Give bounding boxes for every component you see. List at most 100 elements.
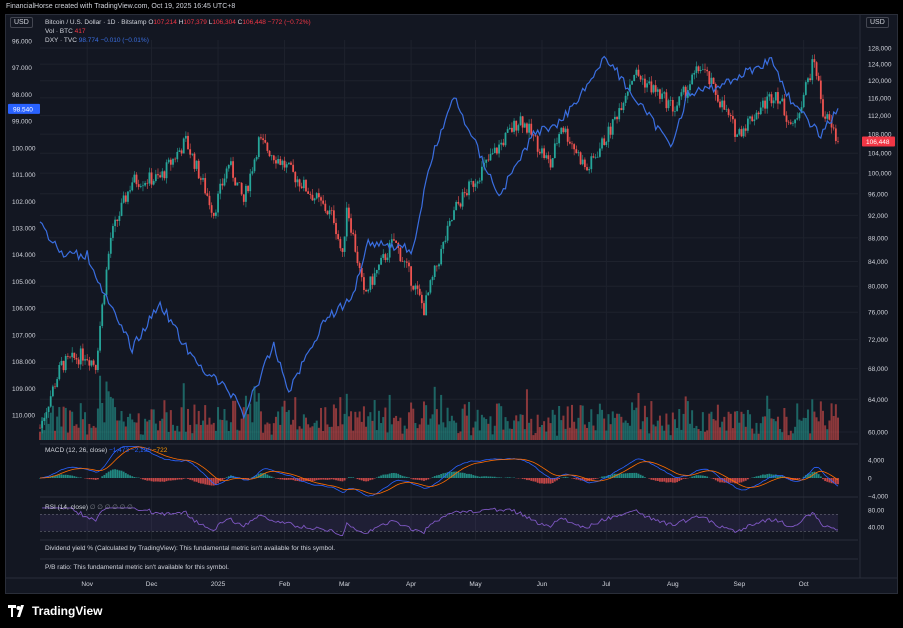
macd-histogram-bar — [607, 475, 610, 478]
macd-histogram-bar — [727, 478, 730, 483]
macd-histogram-bar — [56, 475, 59, 478]
candle-body — [343, 236, 346, 252]
volume-bar — [781, 432, 784, 440]
candle-body — [772, 100, 775, 104]
volume-bar — [337, 426, 340, 440]
candle-body — [551, 158, 554, 168]
macd-histogram-bar — [478, 476, 481, 478]
volume-bar — [212, 422, 215, 440]
macd-histogram-bar — [247, 478, 249, 479]
macd-histogram-bar — [543, 478, 546, 484]
candle-body — [485, 159, 488, 163]
volume-bar — [367, 416, 370, 440]
macd-histogram-bar — [779, 475, 781, 478]
volume-bar — [661, 425, 664, 440]
dxy-label[interactable]: DXY · TVC — [45, 37, 77, 44]
volume-bar — [234, 400, 237, 440]
left-currency-button[interactable]: USD — [10, 17, 33, 28]
candle-body — [759, 107, 762, 115]
volume-bar — [300, 428, 303, 440]
volume-bar — [693, 428, 696, 440]
symbol-name[interactable]: Bitcoin / U.S. Dollar · 1D · Bitstamp — [45, 19, 147, 26]
macd-histogram-bar — [339, 478, 342, 482]
dividend-yield-note: Dividend yield % (Calculated by TradingV… — [45, 545, 336, 552]
macd-histogram-bar — [195, 478, 198, 482]
macd-histogram-bar — [124, 473, 127, 478]
candle-body — [64, 355, 67, 371]
candle-body — [242, 194, 245, 202]
rsi-legend[interactable]: RSI (14, close) ∅ ∅ ∅ ∅ ∅ ∅ — [45, 503, 133, 511]
candle-body — [598, 148, 601, 157]
macd-histogram-bar — [283, 478, 286, 480]
candle-body — [603, 138, 606, 146]
volume-bar — [51, 405, 54, 440]
macd-histogram-bar — [311, 478, 314, 482]
candle-body — [150, 172, 153, 185]
volume-bar — [289, 424, 292, 440]
candle-body — [581, 159, 584, 165]
candle-body — [789, 122, 792, 124]
candle-body — [332, 210, 335, 223]
candle-body — [84, 359, 86, 361]
macd-histogram-bar — [191, 478, 194, 481]
macd-histogram-bar — [174, 478, 177, 481]
macd-histogram-bar — [641, 475, 644, 478]
dxy-last-value-tag — [8, 103, 40, 114]
price-tick-label: 100,000 — [868, 171, 892, 178]
volume-bar — [225, 420, 228, 440]
volume-bar — [500, 406, 503, 440]
macd-histogram-bar — [678, 478, 681, 482]
candle-body — [800, 107, 803, 114]
candle-body — [174, 158, 177, 160]
candle-body — [433, 265, 436, 277]
macd-histogram-bar — [307, 478, 310, 482]
volume-bar — [547, 417, 550, 440]
volume-bar — [94, 427, 97, 440]
candle-body — [275, 160, 277, 164]
candle-body — [517, 125, 520, 131]
candle-body — [674, 111, 676, 112]
macd-histogram-bar — [225, 477, 228, 478]
candle-body — [142, 185, 144, 187]
volume-bar — [646, 417, 649, 440]
candle-body — [532, 134, 535, 136]
candle-body — [320, 197, 322, 201]
volume-bar — [339, 397, 342, 440]
volume-bar — [73, 425, 76, 440]
tradingview-logo[interactable]: TradingView — [8, 603, 102, 619]
volume-bar — [618, 413, 621, 440]
volume-bar — [270, 434, 273, 440]
candle-body — [463, 192, 466, 194]
volume-bar — [502, 429, 505, 440]
volume-bar — [264, 424, 267, 440]
volume-bar — [534, 433, 537, 440]
volume-bar — [49, 412, 52, 440]
candle-body — [148, 172, 151, 184]
volume-bar — [453, 420, 456, 440]
candle-body — [809, 78, 812, 81]
chart-title: FinancialHorse created with TradingView.… — [0, 0, 903, 14]
candle-body — [811, 59, 814, 81]
candle-body — [165, 162, 168, 179]
volume-bar — [448, 421, 451, 440]
volume-label[interactable]: Vol · BTC — [45, 28, 73, 35]
volume-bar — [174, 430, 177, 440]
volume-bar — [761, 416, 764, 440]
volume-bar — [410, 402, 413, 440]
candle-body — [710, 77, 713, 85]
candle-body — [266, 142, 269, 151]
macd-histogram-bar — [337, 478, 340, 481]
volume-bar — [729, 413, 732, 440]
candle-body — [429, 280, 432, 293]
candle-body — [474, 183, 477, 187]
macd-value: −1,473 — [108, 447, 130, 454]
macd-legend[interactable]: MACD (12, 26, close) −1,473 −2,196 −722 — [45, 447, 167, 454]
candle-body — [500, 142, 503, 145]
candle-body — [296, 179, 299, 183]
right-currency-button[interactable]: USD — [866, 17, 889, 28]
rsi-values: ∅ ∅ ∅ ∅ ∅ ∅ — [89, 504, 133, 511]
volume-bar — [656, 420, 659, 440]
macd-histogram-bar — [388, 473, 391, 478]
volume-bar — [161, 418, 164, 440]
